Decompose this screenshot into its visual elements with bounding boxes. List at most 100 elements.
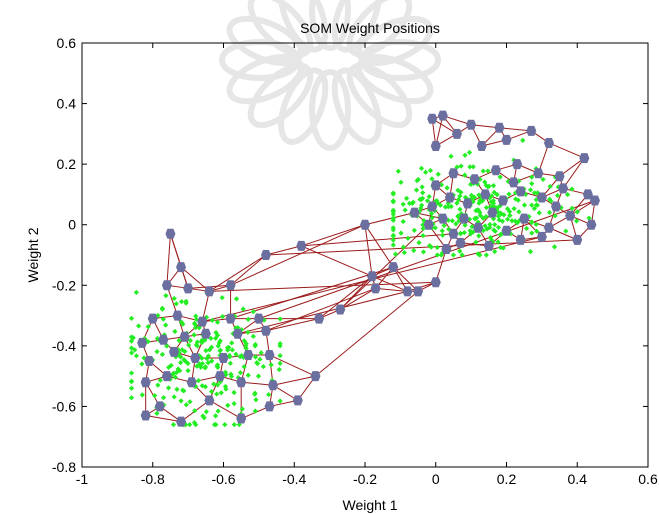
data-point bbox=[529, 202, 535, 208]
data-point bbox=[245, 329, 251, 335]
data-point bbox=[492, 228, 498, 234]
neuron bbox=[310, 371, 321, 382]
data-point bbox=[222, 422, 228, 428]
data-point bbox=[215, 382, 221, 388]
y-tick-label: -0.8 bbox=[52, 459, 76, 475]
watermark-petal bbox=[309, 69, 351, 151]
data-point bbox=[152, 393, 158, 399]
data-point bbox=[139, 361, 145, 367]
neuron bbox=[225, 313, 236, 324]
data-point bbox=[400, 201, 406, 207]
data-point bbox=[458, 163, 464, 169]
neuron-link bbox=[166, 233, 171, 286]
data-point bbox=[420, 249, 427, 255]
y-axis-label: Weight 2 bbox=[25, 227, 41, 282]
data-point bbox=[216, 340, 222, 346]
neuron-bridge bbox=[230, 224, 366, 286]
data-point bbox=[187, 338, 193, 344]
data-point bbox=[449, 218, 455, 224]
neuron-link bbox=[265, 318, 320, 332]
data-point bbox=[420, 232, 426, 239]
neuron-link bbox=[145, 415, 182, 423]
data-point bbox=[390, 211, 396, 217]
x-tick-label: -0.6 bbox=[211, 471, 235, 487]
data-point bbox=[531, 205, 538, 212]
data-point bbox=[420, 222, 426, 228]
data-point bbox=[139, 392, 145, 398]
neuron bbox=[533, 168, 544, 179]
neuron bbox=[543, 222, 554, 233]
data-point bbox=[186, 342, 192, 348]
neuron bbox=[586, 219, 597, 230]
data-point bbox=[226, 352, 233, 359]
data-point bbox=[445, 200, 451, 206]
neuron-link bbox=[375, 287, 408, 292]
data-point bbox=[390, 237, 396, 243]
neuron bbox=[183, 283, 194, 294]
data-point bbox=[445, 204, 451, 210]
data-point bbox=[497, 210, 503, 216]
data-point bbox=[473, 239, 479, 245]
data-point bbox=[527, 249, 534, 255]
data-point bbox=[446, 226, 452, 232]
data-point bbox=[238, 353, 245, 359]
data-point bbox=[245, 372, 251, 378]
data-point bbox=[183, 300, 189, 306]
neuron bbox=[370, 283, 381, 294]
data-point bbox=[470, 164, 476, 170]
data-point bbox=[520, 137, 526, 144]
data-point bbox=[470, 199, 476, 205]
data-point bbox=[228, 371, 234, 377]
data-point bbox=[413, 187, 420, 193]
x-tick-label: -0.4 bbox=[282, 471, 306, 487]
data-point bbox=[420, 226, 426, 232]
data-point bbox=[434, 252, 440, 258]
data-point bbox=[400, 218, 406, 225]
neuron-link bbox=[241, 381, 274, 386]
data-point bbox=[395, 168, 401, 174]
neuron bbox=[179, 331, 190, 342]
data-point bbox=[402, 207, 408, 213]
data-point bbox=[456, 218, 462, 224]
data-point bbox=[128, 338, 135, 344]
data-point bbox=[516, 209, 522, 215]
neuron-bridge bbox=[265, 287, 376, 332]
watermark-petal bbox=[309, 0, 351, 51]
data-point bbox=[258, 350, 264, 356]
data-point bbox=[515, 197, 521, 203]
data-point bbox=[401, 249, 407, 256]
data-point bbox=[491, 227, 497, 233]
neuron bbox=[264, 401, 275, 412]
data-point bbox=[441, 222, 447, 229]
data-point bbox=[239, 406, 245, 412]
watermark-petal bbox=[278, 67, 329, 145]
data-point bbox=[473, 208, 479, 214]
neuron bbox=[402, 286, 413, 297]
data-point bbox=[540, 176, 546, 183]
neuron bbox=[501, 134, 512, 145]
neuron-link bbox=[559, 157, 585, 177]
data-point bbox=[180, 387, 186, 393]
neuron bbox=[526, 125, 537, 136]
data-point bbox=[390, 207, 396, 213]
data-point bbox=[194, 339, 200, 345]
neuron bbox=[197, 316, 208, 327]
data-point bbox=[233, 351, 239, 357]
data-point bbox=[128, 345, 135, 351]
neuron bbox=[536, 192, 547, 203]
data-point bbox=[454, 164, 460, 170]
data-point bbox=[547, 183, 553, 190]
data-point bbox=[551, 244, 558, 250]
neuron bbox=[515, 186, 526, 197]
data-point bbox=[442, 204, 449, 210]
data-point bbox=[418, 165, 425, 171]
data-point bbox=[233, 296, 240, 302]
data-point bbox=[419, 195, 426, 201]
neuron bbox=[423, 219, 434, 230]
data-point bbox=[193, 316, 200, 322]
neuron bbox=[232, 328, 243, 339]
data-point bbox=[419, 202, 425, 208]
data-point bbox=[177, 360, 184, 366]
data-point bbox=[252, 341, 258, 348]
